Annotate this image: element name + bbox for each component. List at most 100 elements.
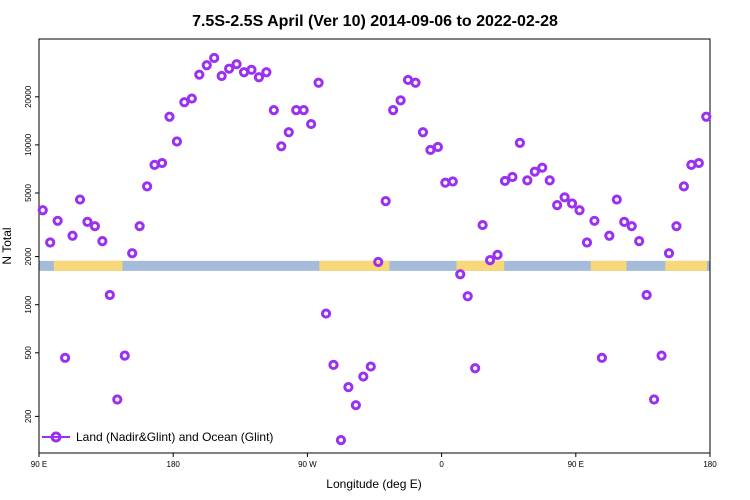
- data-point-16: [156, 157, 168, 169]
- data-point-67: [537, 162, 548, 173]
- data-point-10: [112, 394, 123, 405]
- data-point-62: [499, 175, 511, 187]
- data-point-83: [656, 350, 667, 361]
- data-point-70: [559, 192, 570, 203]
- data-point-24: [216, 70, 227, 82]
- data-point-35: [298, 105, 309, 116]
- data-point-38: [320, 308, 332, 319]
- land-segment-0: [53, 260, 123, 271]
- data-point-57: [462, 291, 473, 302]
- x-tick-label-5: 180: [703, 460, 717, 469]
- data-point-26: [231, 59, 242, 70]
- data-point-41: [343, 381, 354, 393]
- data-point-8: [97, 236, 108, 247]
- legend: Land (Nadir&Glint) and Ocean (Glint): [42, 430, 273, 444]
- data-point-59: [477, 219, 488, 231]
- data-point-42: [350, 400, 361, 411]
- data-point-25: [224, 63, 235, 74]
- data-point-29: [253, 72, 265, 83]
- data-point-53: [432, 141, 443, 153]
- y-tick-label-1: 500: [24, 346, 33, 360]
- x-tick-label-1: 180: [167, 460, 181, 469]
- data-point-40: [335, 435, 347, 446]
- land-segment-4: [665, 260, 708, 271]
- y-tick-label-6: 20000: [24, 85, 33, 108]
- data-point-28: [246, 64, 257, 75]
- data-point-71: [566, 198, 578, 209]
- data-point-82: [648, 394, 660, 405]
- data-point-69: [552, 200, 563, 211]
- data-point-68: [544, 175, 555, 186]
- land-ocean-band: [39, 260, 710, 271]
- data-point-39: [328, 359, 339, 370]
- data-point-3: [59, 352, 71, 363]
- data-point-2: [52, 215, 63, 226]
- data-point-31: [268, 105, 279, 116]
- data-point-1: [45, 237, 56, 248]
- data-point-17: [164, 111, 175, 122]
- x-tick-label-0: 90 E: [31, 460, 47, 469]
- data-point-84: [663, 248, 675, 259]
- data-point-61: [492, 249, 503, 260]
- data-point-46: [380, 195, 391, 207]
- y-axis: 200 500 1000 2000 5000 10000 20000: [24, 85, 39, 423]
- data-point-65: [522, 175, 533, 186]
- data-point-58: [470, 363, 481, 374]
- data-point-76: [604, 230, 615, 241]
- y-tick-label-2: 1000: [24, 295, 33, 313]
- legend-label: Land (Nadir&Glint) and Ocean (Glint): [76, 430, 273, 444]
- data-point-44: [365, 361, 376, 372]
- data-point-63: [507, 171, 518, 183]
- y-axis-label: N Total: [0, 227, 14, 264]
- data-point-20: [186, 93, 197, 104]
- x-tick-label-4: 90 E: [568, 460, 584, 469]
- data-point-77: [611, 194, 622, 205]
- data-point-56: [455, 269, 466, 280]
- data-point-73: [581, 237, 593, 248]
- data-point-14: [142, 181, 153, 192]
- data-point-22: [201, 60, 212, 71]
- data-point-36: [306, 118, 317, 130]
- data-point-86: [678, 181, 690, 192]
- y-tick-label-0: 200: [24, 409, 33, 423]
- data-point-43: [358, 371, 369, 382]
- data-point-21: [194, 69, 205, 80]
- x-tick-label-2: 90 W: [298, 460, 317, 469]
- data-point-89: [701, 111, 712, 122]
- x-axis: 90 E 180 90 W 0 90 E 180: [31, 453, 717, 469]
- data-point-64: [514, 137, 525, 148]
- data-point-18: [171, 136, 183, 147]
- data-point-48: [395, 95, 406, 106]
- data-point-6: [82, 216, 93, 227]
- data-point-47: [388, 105, 399, 116]
- data-point-11: [119, 350, 130, 361]
- data-point-30: [261, 67, 272, 78]
- land-segment-1: [319, 260, 390, 271]
- data-point-19: [179, 97, 190, 108]
- data-point-88: [693, 157, 704, 169]
- data-point-7: [89, 221, 101, 232]
- data-point-33: [283, 127, 294, 138]
- data-point-78: [619, 216, 630, 227]
- data-point-72: [574, 205, 585, 216]
- data-point-5: [74, 194, 86, 205]
- data-point-4: [67, 230, 78, 241]
- legend-marker: [50, 431, 62, 443]
- data-point-9: [104, 289, 115, 301]
- y-tick-label-4: 5000: [24, 184, 33, 202]
- data-point-75: [596, 352, 607, 363]
- data-point-74: [589, 215, 600, 226]
- data-point-80: [634, 236, 645, 247]
- data-point-50: [410, 77, 421, 88]
- plot-area: [38, 38, 711, 454]
- data-point-0: [37, 205, 48, 216]
- data-point-79: [626, 221, 637, 232]
- data-point-37: [313, 77, 324, 88]
- data-point-45: [373, 256, 384, 268]
- data-points: [37, 52, 712, 446]
- land-segment-3: [590, 260, 627, 271]
- data-point-23: [209, 52, 220, 64]
- data-point-81: [641, 289, 652, 301]
- x-tick-label-3: 0: [439, 460, 444, 469]
- data-point-13: [134, 221, 145, 232]
